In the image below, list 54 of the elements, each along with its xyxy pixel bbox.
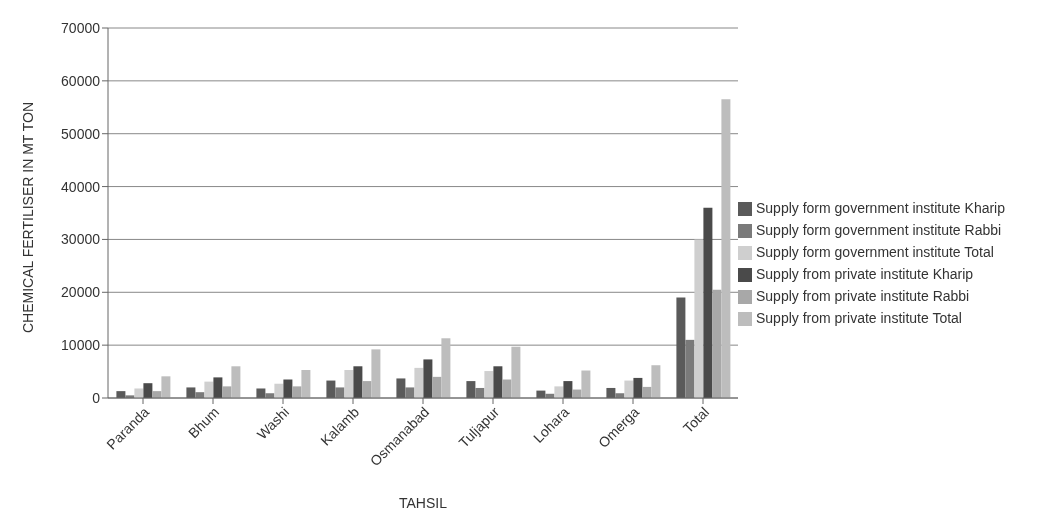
- x-axis-title: TAHSIL: [399, 495, 448, 511]
- bar: [554, 386, 564, 398]
- bar: [423, 359, 433, 398]
- bar: [204, 381, 214, 398]
- bar: [712, 289, 722, 398]
- bar: [231, 366, 241, 398]
- y-tick-label: 70000: [61, 19, 101, 36]
- bar: [143, 383, 153, 398]
- y-tick-label: 60000: [61, 72, 101, 89]
- bar: [484, 371, 494, 398]
- bar: [335, 387, 345, 398]
- bar: [213, 377, 223, 398]
- bar: [642, 386, 652, 398]
- y-tick-label: 50000: [61, 125, 101, 142]
- bar: [414, 367, 424, 398]
- y-tick-label: 0: [92, 389, 101, 406]
- bar: [301, 369, 311, 398]
- bar: [371, 349, 381, 398]
- legend-label: Supply from private institute Rabbi: [756, 288, 970, 304]
- bar: [581, 370, 591, 398]
- y-tick-label: 10000: [61, 337, 101, 354]
- legend-label: Supply form government institute Kharip: [756, 200, 1006, 216]
- bar: [362, 381, 372, 398]
- bar: [161, 376, 171, 398]
- bar: [633, 377, 643, 398]
- bar: [624, 380, 634, 398]
- bar: [353, 366, 363, 398]
- bar: [493, 366, 503, 398]
- bar: [283, 379, 293, 398]
- bar: [563, 381, 573, 398]
- bar: [685, 339, 695, 398]
- bar: [405, 387, 415, 398]
- y-tick-label: 20000: [61, 284, 101, 301]
- bar: [292, 386, 302, 398]
- bar: [441, 338, 451, 398]
- bar: [694, 239, 704, 398]
- bar: [651, 365, 661, 398]
- legend-label: Supply from private institute Total: [756, 310, 962, 326]
- bar: [344, 369, 354, 398]
- y-axis-title: CHEMICAL FERTILISER IN MT TON: [19, 101, 36, 333]
- bar: [274, 383, 284, 398]
- legend-label: Supply form government institute Rabbi: [756, 222, 1002, 238]
- bar: [511, 346, 521, 398]
- bar: [703, 207, 713, 398]
- bar: [475, 387, 485, 398]
- bar: [134, 388, 144, 398]
- y-tick-label: 30000: [61, 231, 101, 248]
- y-tick-label: 40000: [61, 178, 101, 195]
- bar: [222, 386, 232, 398]
- bar: [502, 379, 512, 398]
- bar: [721, 99, 731, 398]
- legend-label: Supply form government institute Total: [756, 244, 994, 260]
- legend-label: Supply from private institute Kharip: [756, 266, 974, 282]
- bar: [432, 376, 442, 398]
